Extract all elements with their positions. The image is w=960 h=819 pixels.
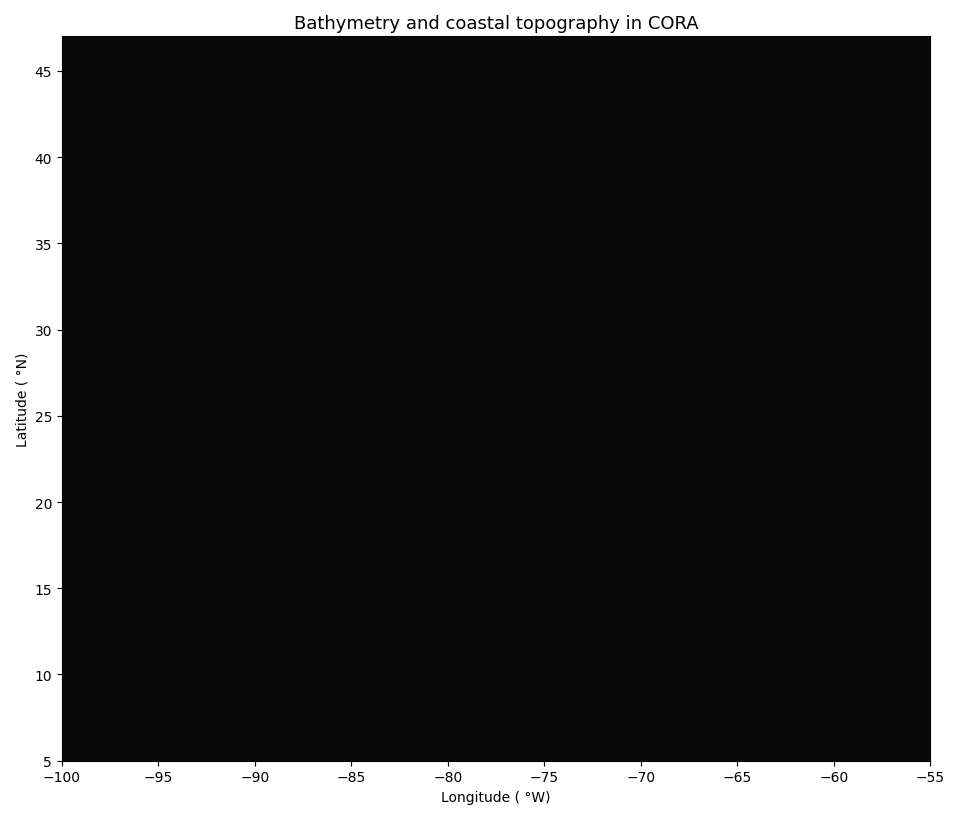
X-axis label: Longitude ( °W): Longitude ( °W) bbox=[442, 790, 551, 804]
Y-axis label: Latitude ( °N): Latitude ( °N) bbox=[15, 352, 29, 446]
Title: Bathymetry and coastal topography in CORA: Bathymetry and coastal topography in COR… bbox=[294, 15, 699, 33]
